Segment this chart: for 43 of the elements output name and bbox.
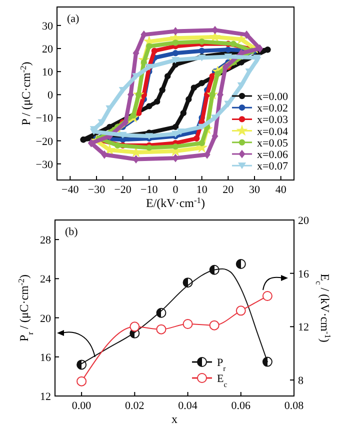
x-tick-label: −40 bbox=[62, 184, 80, 196]
y-tick-label: 28 bbox=[40, 234, 52, 247]
y2-tick-label: 20 bbox=[298, 215, 310, 227]
x-tick-label: 0 bbox=[172, 184, 179, 196]
x-tick-label: 40 bbox=[275, 184, 287, 196]
legend-label: x=0.03 bbox=[257, 114, 288, 126]
y-tick-label: 24 bbox=[40, 274, 52, 286]
y-tick-label: 20 bbox=[42, 44, 54, 56]
y-tick-label: 16 bbox=[40, 352, 52, 364]
y-tick-label: −30 bbox=[36, 158, 54, 171]
y2-tick-label: 8 bbox=[298, 375, 304, 387]
x-tick-label: −20 bbox=[114, 184, 132, 196]
x-tick-label: −10 bbox=[140, 184, 158, 196]
y-tick-label: 20 bbox=[40, 312, 52, 325]
y-tick-label: 0 bbox=[48, 90, 54, 102]
x-axis-title: E/(kV·cm$^{-1}$) bbox=[146, 196, 205, 210]
y2-tick-label: 12 bbox=[298, 322, 309, 334]
legend-label: x=0.04 bbox=[257, 126, 288, 138]
legend-label: x=0.05 bbox=[257, 137, 288, 150]
x-tick-label: 0.02 bbox=[125, 400, 144, 412]
legend-label: P$_{r}$ bbox=[217, 357, 226, 372]
x-tick-label: 0.06 bbox=[231, 400, 252, 412]
legend-label: x=0.06 bbox=[257, 149, 288, 161]
x-tick-label: 0.00 bbox=[72, 400, 92, 412]
y2-tick-label: 16 bbox=[298, 268, 310, 280]
x-tick-label: 0.08 bbox=[284, 400, 304, 412]
y-tick-label: 10 bbox=[42, 66, 54, 79]
legend-label: x=0.07 bbox=[257, 160, 288, 173]
y-tick-label: 30 bbox=[42, 20, 54, 32]
legend-label: x=0.02 bbox=[257, 102, 288, 115]
x-tick-label: 0.04 bbox=[178, 400, 198, 412]
y-tick-label: −10 bbox=[36, 112, 54, 125]
legend-label: E$_{c}$ bbox=[217, 373, 228, 388]
legend-label: x=0.00 bbox=[257, 91, 288, 103]
x-tick-label: 20 bbox=[222, 184, 234, 196]
y-tick-label: 12 bbox=[40, 391, 51, 403]
y-tick-label: −20 bbox=[36, 136, 54, 148]
x-axis-title: x bbox=[172, 412, 178, 426]
x-tick-label: 30 bbox=[249, 184, 260, 196]
x-tick-label: −30 bbox=[88, 184, 106, 196]
annotation: (a) bbox=[67, 13, 80, 25]
annotation: (b) bbox=[65, 226, 78, 238]
x-tick-label: 10 bbox=[196, 184, 208, 196]
